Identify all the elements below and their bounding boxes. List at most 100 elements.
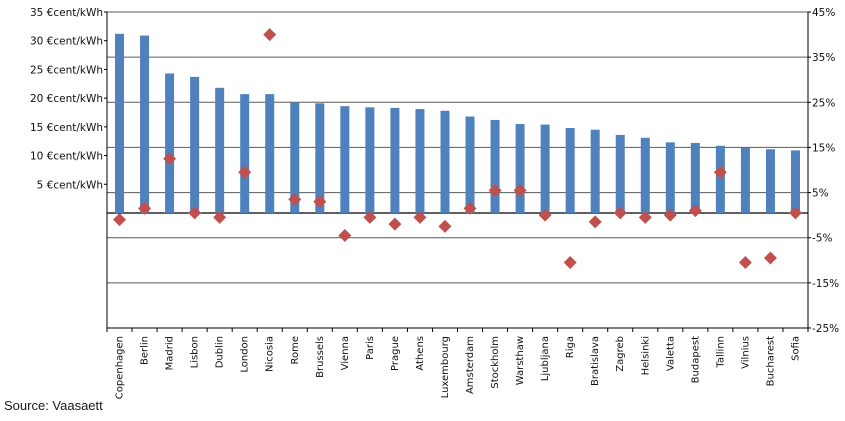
bar [240, 94, 250, 213]
category-label: Bucharest [765, 336, 776, 386]
category-label: Luxembourg [440, 336, 451, 398]
diamond-marker [213, 210, 227, 224]
category-label: Berlin [140, 336, 151, 365]
bar [390, 107, 400, 213]
right-tick-label: 15% [812, 142, 835, 154]
diamond-marker [288, 192, 302, 206]
right-tick-label: 35% [812, 52, 835, 64]
left-tick-label: 20 €cent/kWh [30, 93, 103, 105]
diamond-marker [113, 213, 127, 227]
diamond-marker [163, 152, 177, 166]
category-label: Dublin [215, 336, 226, 368]
diamond-marker [363, 210, 377, 224]
bar [115, 33, 125, 213]
diamond-marker [538, 208, 552, 222]
category-label: Stockholm [490, 336, 501, 389]
bar [415, 109, 425, 213]
category-label: Prague [390, 336, 401, 371]
bar [790, 150, 800, 213]
category-label: Vilnius [740, 336, 751, 369]
bar [190, 76, 200, 213]
category-label: Lisbon [190, 336, 201, 368]
bar [440, 110, 450, 213]
diamond-marker [663, 208, 677, 222]
category-label: Athens [415, 336, 426, 371]
bar [465, 116, 475, 213]
diamond-marker [488, 183, 502, 197]
right-tick-label: -5% [812, 233, 832, 245]
category-label: Brussels [315, 336, 326, 378]
category-label: Nicosia [265, 336, 276, 372]
diamond-marker [463, 201, 477, 215]
bar [215, 87, 225, 213]
bar [290, 102, 300, 213]
bar [690, 142, 700, 213]
category-label: Budapest [690, 336, 701, 383]
bar [565, 128, 575, 213]
diamond-marker [338, 228, 352, 242]
category-label: Sofia [790, 336, 801, 361]
bar [715, 145, 725, 213]
bar [515, 123, 525, 213]
bar [140, 35, 150, 213]
diamond-marker [438, 219, 452, 233]
bar [340, 106, 350, 213]
diamond-marker [713, 165, 727, 179]
diamond-marker [313, 195, 327, 209]
bar [765, 149, 775, 213]
category-label: Helsinki [640, 336, 651, 375]
bar [365, 107, 375, 213]
left-tick-label: 35 €cent/kWh [30, 7, 103, 19]
category-label: Zagreb [615, 336, 626, 372]
bar [740, 147, 750, 213]
diamond-marker [763, 251, 777, 265]
category-label: Madrid [165, 336, 176, 370]
bar [665, 142, 675, 213]
diamond-marker [688, 204, 702, 218]
diamond-marker [388, 217, 402, 231]
category-label: Copenhagen [115, 336, 126, 399]
diamond-marker [138, 201, 152, 215]
right-tick-label: 5% [812, 188, 829, 200]
left-tick-label: 15 €cent/kWh [30, 122, 103, 134]
diamond-marker [563, 256, 577, 270]
bar [640, 137, 650, 213]
right-tick-label: -25% [812, 323, 839, 335]
bar [315, 103, 325, 213]
category-label: Paris [365, 336, 376, 360]
diamond-marker [613, 206, 627, 220]
bar [540, 124, 550, 213]
diamond-marker [788, 206, 802, 220]
right-tick-label: -15% [812, 278, 839, 290]
left-tick-label: 25 €cent/kWh [30, 64, 103, 76]
category-label: London [240, 336, 251, 373]
category-label: Tallinn [715, 336, 726, 369]
category-label: Riga [565, 336, 576, 358]
category-label: Warsthaw [515, 336, 526, 385]
left-tick-label: 5 €cent/kWh [37, 179, 103, 191]
diamond-marker [638, 210, 652, 224]
bar [265, 94, 275, 213]
diamond-marker [238, 165, 252, 179]
category-label: Vienna [340, 336, 351, 370]
category-label: Rome [290, 336, 301, 365]
source-note: Source: Vaasaett [4, 398, 103, 413]
bar [590, 129, 600, 213]
bar [165, 73, 175, 213]
left-tick-label: 10 €cent/kWh [30, 151, 103, 163]
diamond-marker [513, 183, 527, 197]
diamond-marker [588, 215, 602, 229]
right-tick-label: 25% [812, 97, 835, 109]
diamond-marker [188, 206, 202, 220]
bar [490, 119, 500, 213]
category-label: Bratislava [590, 336, 601, 386]
category-label: Ljubljana [540, 336, 551, 381]
diamond-marker [738, 256, 752, 270]
category-label: Valetta [665, 336, 676, 371]
left-tick-label: 30 €cent/kWh [30, 36, 103, 48]
right-tick-label: 45% [812, 7, 835, 19]
diamond-marker [413, 210, 427, 224]
bar [615, 134, 625, 213]
